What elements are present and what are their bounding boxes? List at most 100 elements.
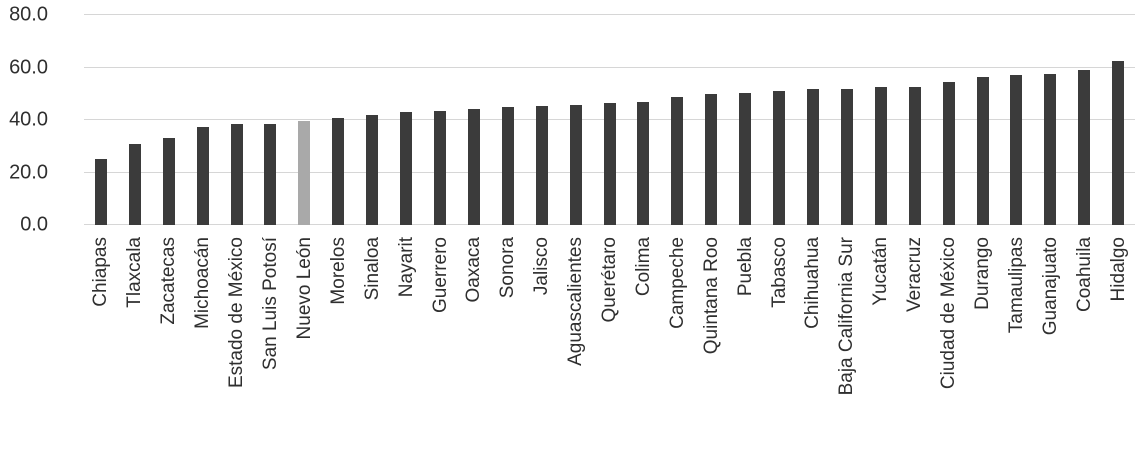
x-label-cell: Durango (966, 237, 1000, 461)
x-axis-label: Guerrero (429, 237, 451, 314)
bar-slot (118, 15, 152, 225)
x-axis-label: Querétaro (599, 237, 621, 323)
x-axis-label: Hidalgo (1107, 237, 1129, 302)
x-label-cell: Chihuahua (796, 237, 830, 461)
x-label-cell: Chiapas (84, 237, 118, 461)
bar (569, 104, 582, 225)
bar-slot (1067, 15, 1101, 225)
bar-slot (152, 15, 186, 225)
x-axis-label: Jalisco (531, 237, 553, 296)
bar (705, 94, 718, 225)
bar (196, 127, 209, 225)
x-label-cell: Tabasco (762, 237, 796, 461)
x-axis-label: Coahuila (1073, 237, 1095, 312)
x-axis-label: Aguascalientes (565, 237, 587, 366)
bar (162, 138, 175, 225)
x-label-cell: Estado de México (220, 237, 254, 461)
x-axis-label: Tamaulipas (1005, 237, 1027, 334)
x-axis-label: Chihuahua (802, 237, 824, 329)
bar (739, 92, 752, 225)
bar (332, 117, 345, 225)
x-label-cell: Veracruz (898, 237, 932, 461)
x-axis-label: Veracruz (904, 237, 926, 312)
bar-slot (1033, 15, 1067, 225)
bar (366, 115, 379, 225)
x-axis-label: Tlaxcala (124, 237, 146, 308)
x-label-cell: Querétaro (593, 237, 627, 461)
bar (230, 123, 243, 225)
x-label-cell: Hidalgo (1101, 237, 1135, 461)
bar (94, 159, 107, 225)
x-axis-label: Michoacán (192, 237, 214, 329)
bar (434, 110, 447, 225)
y-tick-label: 80.0 (9, 3, 48, 26)
bar (671, 97, 684, 225)
bar (773, 91, 786, 225)
x-label-cell: Tlaxcala (118, 237, 152, 461)
x-label-cell: Coahuila (1067, 237, 1101, 461)
x-axis-label: Ciudad de México (938, 237, 960, 390)
gridline (84, 66, 1135, 68)
x-label-cell: Campeche (660, 237, 694, 461)
bar-slot (186, 15, 220, 225)
x-label-cell: Sonora (491, 237, 525, 461)
bar-slot (321, 15, 355, 225)
x-axis-label: Quintana Roo (700, 237, 722, 355)
bar-slot (762, 15, 796, 225)
x-label-cell: Puebla (728, 237, 762, 461)
x-label-cell: Sinaloa (355, 237, 389, 461)
plot-area (84, 14, 1135, 225)
x-axis-label: Oaxaca (463, 237, 485, 303)
bar (1078, 70, 1091, 225)
x-axis-label: Nuevo León (293, 237, 315, 340)
x-axis-label: Morelos (327, 237, 349, 305)
bar (1044, 73, 1057, 225)
x-label-cell: Aguascalientes (559, 237, 593, 461)
x-label-cell: Yucatán (864, 237, 898, 461)
bar-slot (660, 15, 694, 225)
bar-slot (627, 15, 661, 225)
x-label-cell: Tamaulipas (999, 237, 1033, 461)
bar-slot (84, 15, 118, 225)
x-label-cell: Colima (627, 237, 661, 461)
bar-slot (932, 15, 966, 225)
x-axis-label: Baja California Sur (836, 237, 858, 396)
x-label-cell: Quintana Roo (694, 237, 728, 461)
x-label-cell: Jalisco (525, 237, 559, 461)
x-label-cell: Morelos (321, 237, 355, 461)
bar (1010, 75, 1023, 225)
bar-highlighted (298, 121, 311, 225)
bar-slot (1101, 15, 1135, 225)
x-label-cell: Guerrero (423, 237, 457, 461)
bar-slot (525, 15, 559, 225)
bar (637, 102, 650, 225)
bar-series (84, 15, 1135, 225)
x-label-cell: Zacatecas (152, 237, 186, 461)
bar-slot (355, 15, 389, 225)
x-axis-label: Estado de México (226, 237, 248, 389)
bar (806, 89, 819, 225)
bar-slot (593, 15, 627, 225)
x-label-cell: Nuevo León (287, 237, 321, 461)
x-label-cell: Michoacán (186, 237, 220, 461)
x-axis-label: Sinaloa (361, 237, 383, 301)
bar (976, 76, 989, 225)
bar-slot (694, 15, 728, 225)
x-axis-label: Chiapas (90, 237, 112, 307)
bar-slot (796, 15, 830, 225)
x-axis-label: Guanajuato (1039, 237, 1061, 336)
bar (603, 102, 616, 225)
bar (501, 106, 514, 225)
x-axis-label: Zacatecas (158, 237, 180, 325)
x-label-cell: Guanajuato (1033, 237, 1067, 461)
y-tick-label: 60.0 (9, 56, 48, 78)
gridline (84, 14, 1135, 15)
bar (1112, 61, 1125, 225)
bar-slot (728, 15, 762, 225)
bar-slot (254, 15, 288, 225)
x-label-cell: Oaxaca (457, 237, 491, 461)
bar-slot (287, 15, 321, 225)
bar-slot (864, 15, 898, 225)
bar-slot (898, 15, 932, 225)
